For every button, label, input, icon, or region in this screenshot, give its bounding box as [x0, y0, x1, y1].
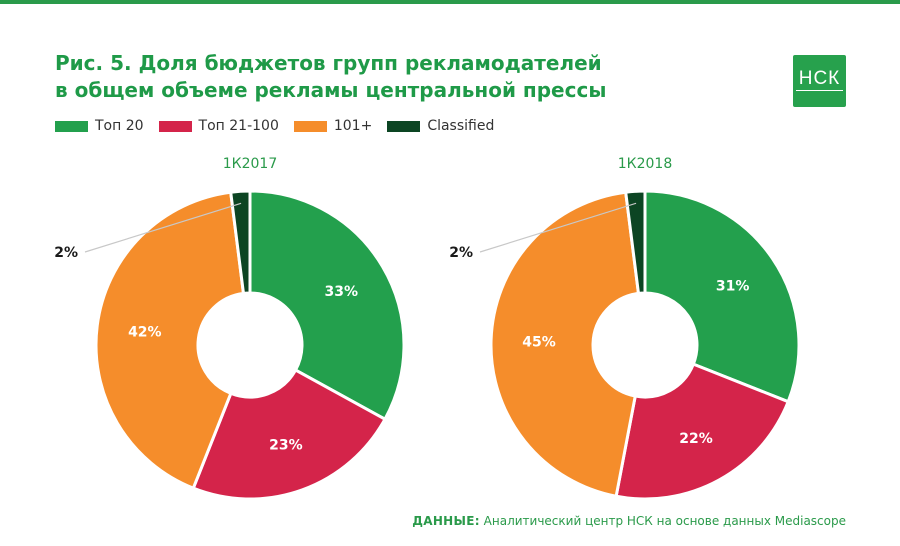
data-label-classified-1: 2%: [54, 245, 78, 261]
legend-item-classified: Classified: [387, 118, 494, 134]
donut-slice-top21-100-1: [191, 368, 387, 501]
donut-slice-101plus-1: [94, 190, 246, 491]
legend-label-top21-100: Топ 21-100: [198, 118, 279, 134]
donut-slice-101plus-2: [489, 190, 641, 499]
data-label-101plus-1: 42%: [128, 325, 162, 341]
legend-label-top20: Топ 20: [95, 118, 144, 134]
chart-title-1: 1К2017: [223, 156, 277, 172]
title-line-1: Рис. 5. Доля бюджетов групп рекламодател…: [55, 51, 602, 75]
top-accent-bar: [0, 0, 900, 4]
data-label-top21-100-1: 23%: [269, 438, 303, 454]
data-label-101plus-2: 45%: [522, 335, 556, 351]
data-label-top20-2: 31%: [716, 278, 750, 294]
source-note: ДАННЫЕ: Аналитический центр НСК на основ…: [412, 514, 846, 528]
donut-slice-top20-1: [248, 189, 406, 422]
title-line-2: в общем объеме рекламы центральной пресс…: [55, 78, 607, 102]
data-label-top21-100-2: 22%: [679, 431, 713, 447]
donut-slice-top20-2: [643, 189, 801, 404]
legend-swatch-101plus: [293, 120, 327, 132]
donut-slice-classified-1: [229, 189, 252, 296]
leader-line-1: [84, 202, 242, 253]
legend-label-101plus: 101+: [333, 118, 373, 134]
chart-title-2: 1К2018: [618, 156, 672, 172]
nsk-logo: НСК: [793, 55, 846, 107]
legend-item-top20: Топ 20: [55, 118, 144, 134]
legend-item-top21-100: Топ 21-100: [158, 118, 279, 134]
page-title: Рис. 5. Доля бюджетов групп рекламодател…: [55, 50, 606, 104]
legend: Топ 20 Топ 21-100 101+ Classified: [55, 118, 509, 134]
legend-label-classified: Classified: [427, 118, 495, 134]
donut-slice-top21-100-2: [614, 362, 791, 501]
data-label-top20-1: 33%: [324, 284, 358, 300]
logo-text: НСК: [796, 69, 843, 91]
legend-swatch-classified: [387, 120, 421, 132]
legend-swatch-top21-100: [158, 120, 192, 132]
donut-slice-classified-2: [624, 189, 647, 296]
data-label-classified-2: 2%: [449, 245, 473, 261]
legend-item-101plus: 101+: [293, 118, 373, 134]
source-text: Аналитический центр НСК на основе данных…: [483, 514, 846, 528]
legend-swatch-top20: [55, 120, 88, 132]
leader-line-2: [479, 202, 637, 253]
source-label: ДАННЫЕ:: [412, 514, 480, 528]
